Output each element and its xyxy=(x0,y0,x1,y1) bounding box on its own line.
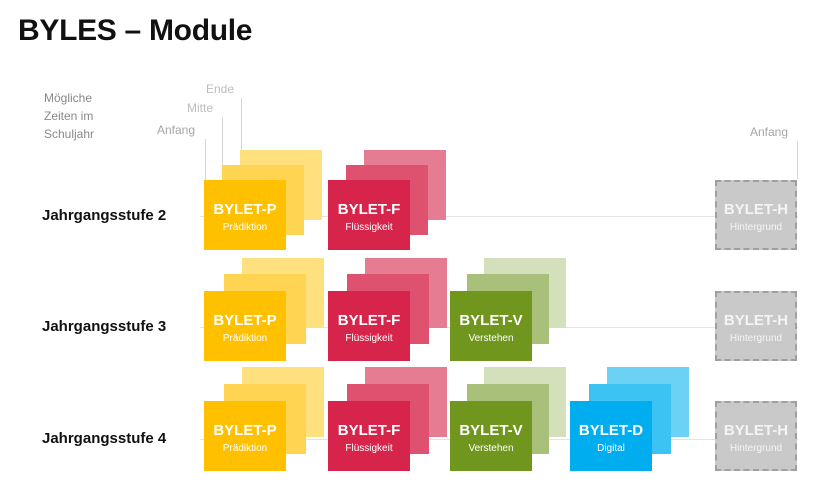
row-label-jahrgangsstufe-3: Jahrgangsstufe 3 xyxy=(42,318,167,335)
bylet-f-card: BYLET-F Flüssigkeit xyxy=(328,401,410,471)
bylet-p-card: BYLET-P Prädiktion xyxy=(204,291,286,361)
legend-mitte: Mitte xyxy=(187,101,214,115)
module-subtitle: Hintergrund xyxy=(729,333,783,344)
marker-line-mitte xyxy=(222,117,223,165)
legend-text-line1: Mögliche xyxy=(44,91,93,105)
module-name: BYLET-V xyxy=(459,422,523,439)
bylet-v-card: BYLET-V Verstehen xyxy=(450,401,532,471)
module-subtitle: Prädiktion xyxy=(222,333,268,344)
legend-anfang: Anfang xyxy=(157,123,196,137)
bylet-h-card: BYLET-H Hintergrund xyxy=(715,401,797,471)
bylet-d-card: BYLET-D Digital xyxy=(570,401,652,471)
legend-text-line2: Zeiten im xyxy=(44,109,94,123)
page-title: BYLES – Module xyxy=(18,14,253,47)
module-name: BYLET-P xyxy=(213,422,277,439)
module-subtitle: Verstehen xyxy=(468,333,514,344)
module-subtitle: Flüssigkeit xyxy=(345,222,393,233)
bylet-p-card: BYLET-P Prädiktion xyxy=(204,180,286,250)
marker-line-anfang xyxy=(205,139,206,181)
module-subtitle: Hintergrund xyxy=(729,222,783,233)
legend-text-line3: Schuljahr xyxy=(44,127,95,141)
module-name: BYLET-H xyxy=(723,312,789,329)
bylet-h-card: BYLET-H Hintergrund xyxy=(715,180,797,250)
module-name: BYLET-H xyxy=(723,422,789,439)
row-label-jahrgangsstufe-4: Jahrgangsstufe 4 xyxy=(42,430,167,447)
module-name: BYLET-F xyxy=(337,201,401,218)
module-subtitle: Flüssigkeit xyxy=(345,443,393,454)
module-name: BYLET-P xyxy=(213,201,277,218)
module-name: BYLET-V xyxy=(459,312,523,329)
module-name: BYLET-F xyxy=(337,312,401,329)
module-subtitle: Verstehen xyxy=(468,443,514,454)
module-name: BYLET-D xyxy=(578,422,644,439)
legend-anfang-right: Anfang xyxy=(750,125,789,139)
bylet-f-card: BYLET-F Flüssigkeit xyxy=(328,180,410,250)
marker-line-anfang-right xyxy=(797,141,798,179)
row-line-2 xyxy=(200,216,798,217)
marker-line-ende xyxy=(241,98,242,151)
module-name: BYLET-H xyxy=(723,201,789,218)
module-subtitle: Prädiktion xyxy=(222,222,268,233)
module-name: BYLET-F xyxy=(337,422,401,439)
module-subtitle: Flüssigkeit xyxy=(345,333,393,344)
row-label-jahrgangsstufe-2: Jahrgangsstufe 2 xyxy=(42,207,167,224)
bylet-h-card: BYLET-H Hintergrund xyxy=(715,291,797,361)
module-subtitle: Digital xyxy=(597,443,625,454)
bylet-v-card: BYLET-V Verstehen xyxy=(450,291,532,361)
legend-ende: Ende xyxy=(206,82,235,96)
module-name: BYLET-P xyxy=(213,312,277,329)
bylet-f-card: BYLET-F Flüssigkeit xyxy=(328,291,410,361)
module-subtitle: Hintergrund xyxy=(729,443,783,454)
bylet-p-card: BYLET-P Prädiktion xyxy=(204,401,286,471)
module-subtitle: Prädiktion xyxy=(222,443,268,454)
